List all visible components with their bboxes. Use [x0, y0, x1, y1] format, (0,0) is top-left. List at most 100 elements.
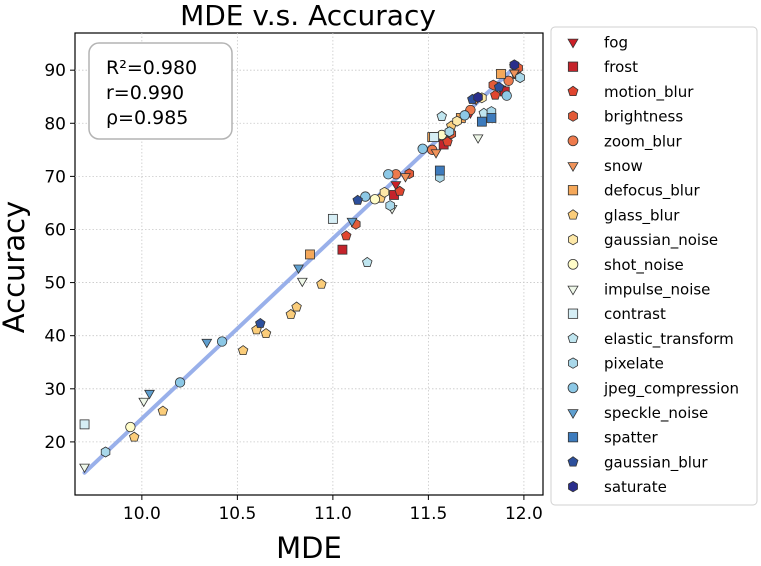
point-contrast [79, 419, 90, 430]
legend-label: spatter [604, 429, 659, 447]
point-speckle-noise [293, 264, 304, 275]
point-shot-noise [125, 421, 136, 433]
legend-marker-defocus-blur [567, 185, 579, 196]
y-axis-title: Accuracy [0, 201, 31, 333]
point-impulse-noise [138, 397, 150, 408]
legend-item-shot-noise: shot_noise [567, 256, 684, 275]
legend-marker-gaussian-noise [568, 233, 578, 246]
stat-pearson-r: r=0.990 [106, 82, 184, 104]
legend-marker-speckle-noise [567, 409, 579, 420]
stats-box: R²=0.980 r=0.990 ρ=0.985 [88, 42, 233, 140]
point-jpeg-compression [216, 336, 228, 347]
legend-item-gaussian-noise: gaussian_noise [568, 231, 718, 250]
legend-label: brightness [604, 108, 683, 126]
point-saturate [473, 91, 483, 103]
legend-marker-impulse-noise [567, 285, 579, 296]
legend-marker-brightness [568, 110, 578, 122]
point-spatter [486, 113, 497, 123]
legend-marker-jpeg-compression [567, 382, 579, 394]
point-glass-blur [316, 278, 327, 289]
point-contrast [327, 213, 338, 224]
legend-marker-zoom-blur [567, 135, 579, 147]
legend-label: zoom_blur [604, 132, 683, 151]
x-tick-label: 10.5 [218, 504, 256, 524]
point-jpeg-compression [501, 90, 512, 101]
point-glass-blur [157, 405, 169, 416]
legend-item-brightness: brightness [568, 108, 683, 126]
legend-item-frost: frost [567, 58, 638, 76]
y-tick-label: 30 [44, 380, 66, 400]
point-speckle-noise [144, 389, 155, 400]
point-shot-noise [369, 194, 381, 205]
point-speckle-noise [201, 338, 213, 349]
y-axis-ticks: 20 30 40 50 60 70 80 90 [44, 61, 75, 453]
legend-item-defocus-blur: defocus_blur [567, 182, 700, 201]
point-spatter [434, 165, 445, 176]
x-tick-label: 10.0 [123, 504, 161, 524]
legend: fog frost motion_blur brightness zoom_blursn… [550, 26, 758, 506]
point-pixelate [100, 446, 111, 458]
point-jpeg-compression [417, 143, 428, 154]
x-axis-title: MDE [276, 531, 342, 565]
point-motion-blur [394, 185, 405, 196]
point-gaussian-noise [452, 115, 462, 127]
legend-label: saturate [604, 478, 667, 496]
point-pixelate [385, 200, 395, 212]
point-elastic-transform [436, 110, 447, 121]
legend-label: snow [604, 157, 643, 175]
y-tick-label: 20 [44, 433, 66, 453]
legend-label: motion_blur [604, 83, 694, 102]
legend-item-motion-blur: motion_blur [567, 83, 694, 102]
legend-marker-glass-blur [567, 209, 579, 220]
legend-item-jpeg-compression: jpeg_compression [567, 379, 739, 398]
point-saturate [509, 59, 520, 71]
legend-item-gaussian-blur: gaussian_blur [567, 453, 708, 472]
x-tick-label: 12.0 [505, 504, 543, 524]
legend-label: impulse_noise [604, 281, 710, 300]
x-tick-label: 11.0 [314, 504, 352, 524]
x-axis-ticks: 10.0 10.5 11.0 11.5 12.0 [123, 495, 543, 524]
point-jpeg-compression [360, 191, 371, 202]
point-snow [430, 149, 442, 159]
point-impulse-noise [472, 134, 484, 144]
legend-label: elastic_transform [604, 330, 734, 349]
legend-label: shot_noise [604, 256, 684, 275]
y-tick-label: 50 [44, 274, 66, 294]
point-jpeg-compression [459, 110, 470, 121]
legend-marker-snow [567, 162, 579, 173]
point-glass-blur [128, 431, 140, 442]
legend-item-snow: snow [567, 157, 643, 175]
y-tick-label: 90 [44, 61, 66, 81]
point-elastic-transform [362, 256, 373, 267]
point-gaussian-blur [352, 194, 363, 205]
legend-item-spatter: spatter [567, 429, 659, 447]
point-jpeg-compression [383, 169, 394, 180]
y-tick-label: 40 [44, 327, 66, 347]
y-tick-label: 80 [44, 114, 66, 134]
point-pixelate [515, 72, 525, 84]
point-motion-blur [490, 89, 501, 100]
legend-label: pixelate [604, 355, 664, 373]
point-jpeg-compression [174, 377, 186, 388]
x-tick-label: 11.5 [409, 504, 447, 524]
legend-item-glass-blur: glass_blur [567, 206, 680, 225]
legend-label: speckle_noise [604, 404, 708, 423]
point-motion-blur [341, 230, 352, 241]
legend-label: gaussian_blur [604, 453, 708, 472]
legend-item-zoom-blur: zoom_blur [567, 132, 683, 151]
legend-marker-elastic-transform [567, 332, 579, 344]
legend-marker-frost [567, 61, 579, 72]
chart-title: MDE v.s. Accuracy [180, 0, 436, 32]
point-defocus-blur [305, 249, 315, 260]
point-gaussian-noise [379, 186, 390, 198]
point-glass-blur [285, 308, 297, 319]
point-impulse-noise [79, 463, 91, 474]
point-speckle-noise [346, 217, 358, 228]
legend-item-saturate: saturate [568, 478, 667, 496]
legend-item-pixelate: pixelate [568, 355, 664, 373]
stat-spearman-rho: ρ=0.985 [106, 107, 188, 129]
point-frost [337, 244, 348, 255]
point-contrast [429, 132, 440, 142]
legend-marker-pixelate [568, 357, 578, 369]
